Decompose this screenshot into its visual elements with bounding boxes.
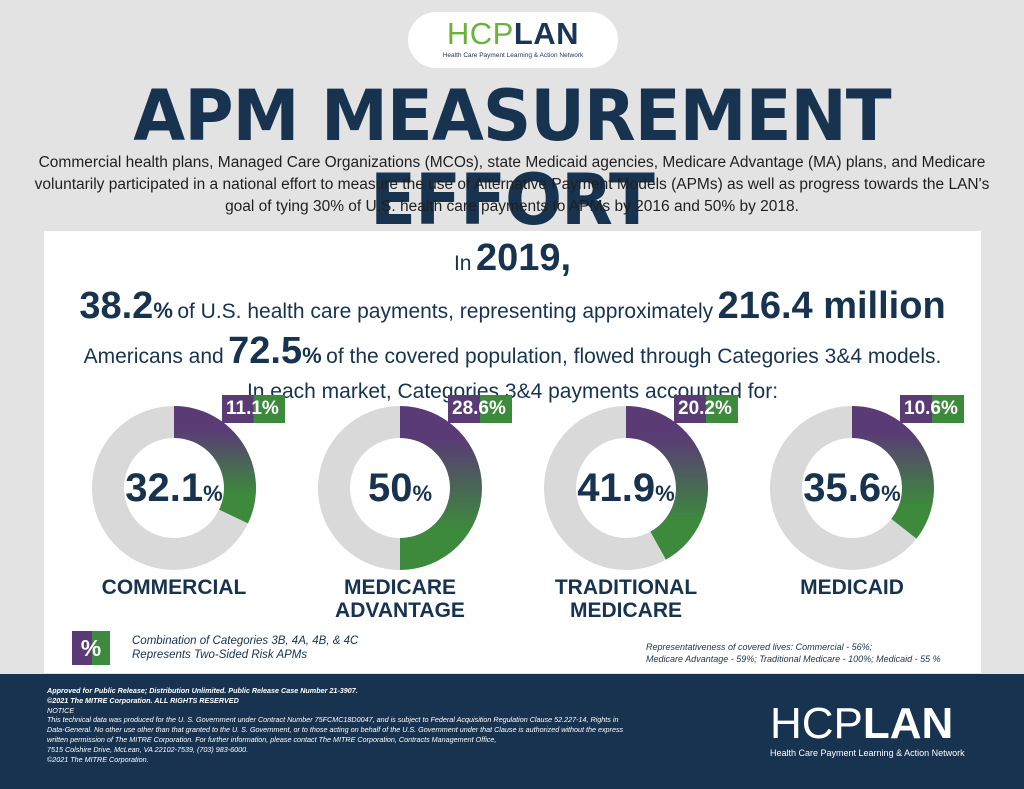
donut-traditional-medicare: 41.9% <box>536 398 716 578</box>
donut-slice <box>174 406 256 524</box>
center-number: 32.1 <box>125 466 204 510</box>
market-label-line: ADVANTAGE <box>335 599 465 622</box>
headline-subline: In each market, Categories 3&4 payments … <box>246 380 779 403</box>
footer-line: written permission of The MITRE Corporat… <box>47 734 497 744</box>
pct-population: 72.5 <box>228 330 303 372</box>
market-label-line: MEDICARE <box>343 576 456 599</box>
representativeness-note: Representativeness of covered lives: Com… <box>646 642 941 664</box>
footer-line: Data-General. No other use other than th… <box>47 725 624 735</box>
footer-line: 7515 Colshire Drive, McLean, VA 22102-75… <box>47 744 249 754</box>
footer-line: ©2021 The MITRE Corporation. ALL RIGHTS … <box>47 695 239 705</box>
center-number: 41.9 <box>577 466 656 510</box>
logo-wordmark: HCPLAN <box>446 16 580 51</box>
footer-logo: HCPLAN Health Care Payment Learning & Ac… <box>770 699 965 759</box>
donut-svg <box>318 406 482 570</box>
headline-payments-line: 38.2% of U.S. health care payments, repr… <box>79 285 946 327</box>
donut-slice <box>626 406 708 560</box>
footer-line: Approved for Public Release; Distributio… <box>47 686 358 695</box>
center-percent-sign: % <box>412 481 433 506</box>
market-label-line: TRADITIONAL <box>554 576 698 599</box>
center-percent-sign: % <box>881 481 901 506</box>
headline-population-line: Americans and 72.5% of the covered popul… <box>83 330 942 372</box>
center-percent-sign: % <box>655 481 675 506</box>
market-label: TRADITIONAL MEDICARE <box>526 576 726 622</box>
footer-line: ©2021 The MITRE Corporation. <box>47 754 149 764</box>
legal-notice: Approved for Public Release; Distributio… <box>47 686 727 764</box>
pct-payments: 38.2 <box>79 285 154 327</box>
headline-year-line: In 2019, <box>453 237 572 279</box>
two-sided-risk-badge: 10.6% <box>900 395 964 423</box>
donut-medicare-advantage: 50% <box>310 398 490 578</box>
market-label-line: MEDICAID <box>800 576 904 599</box>
center-number: 35.6 <box>803 466 882 510</box>
headline: In 2019, 38.2% of U.S. health care payme… <box>44 237 981 407</box>
stats-panel: In 2019, 38.2% of U.S. health care payme… <box>44 231 981 673</box>
footer-line: NOTICE <box>47 705 75 715</box>
center-number: 50 <box>367 466 413 510</box>
two-sided-risk-badge: 28.6% <box>448 395 512 423</box>
footer: Approved for Public Release; Distributio… <box>0 674 1024 789</box>
center-percent-sign: % <box>203 481 223 506</box>
donut-commercial: 32.1% <box>84 398 264 578</box>
legend-text: Combination of Categories 3B, 4A, 4B, & … <box>132 635 359 661</box>
footer-logo-tagline: Health Care Payment Learning & Action Ne… <box>770 748 965 758</box>
donut-svg <box>544 406 708 570</box>
donut-slice <box>400 406 482 570</box>
market-label: MEDICAID <box>752 576 952 599</box>
hcplan-logo: HCPLAN Health Care Payment Learning & Ac… <box>408 12 618 68</box>
donut-center-value: 35.6% <box>762 466 942 516</box>
donut-center-value: 32.1% <box>84 466 264 516</box>
donut-svg <box>92 406 256 570</box>
headline-year: 2019, <box>475 237 572 279</box>
americans-count: 216.4 million <box>717 285 946 327</box>
two-sided-risk-badge: 11.1% <box>222 395 285 423</box>
donut-center-value: 50% <box>310 466 490 516</box>
intro-paragraph: Commercial health plans, Managed Care Or… <box>34 154 990 215</box>
market-label: MEDICARE ADVANTAGE <box>300 576 500 622</box>
page-title: APM MEASUREMENT EFFORT <box>133 75 891 241</box>
donut-medicaid: 35.6% <box>762 398 942 578</box>
market-label-line: COMMERCIAL <box>101 576 247 599</box>
logo-tagline: Health Care Payment Learning & Action Ne… <box>442 52 584 59</box>
legend-swatch: % <box>72 631 110 665</box>
donut-center-value: 41.9% <box>536 466 716 516</box>
footer-line: This technical data was produced for the… <box>47 715 619 725</box>
donut-svg <box>770 406 934 570</box>
market-label-line: MEDICARE <box>569 599 682 622</box>
two-sided-risk-badge: 20.2% <box>674 395 738 423</box>
market-label: COMMERCIAL <box>74 576 274 599</box>
donut-slice <box>852 406 934 539</box>
footer-logo-wordmark: HCPLAN <box>770 699 954 748</box>
